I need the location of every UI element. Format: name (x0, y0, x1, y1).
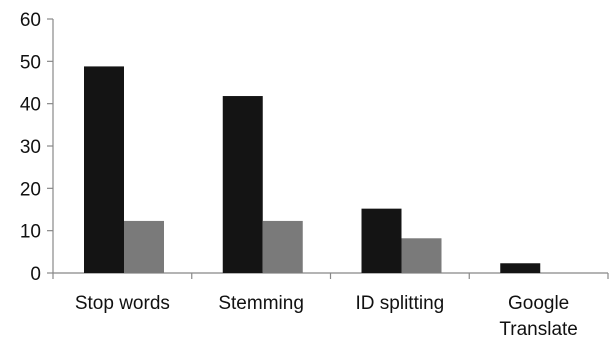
bar-series-1-cat-3 (361, 208, 402, 273)
y-tick-label: 10 (20, 222, 41, 243)
y-axis: 0 10 20 30 40 50 60 (20, 10, 54, 285)
category-labels: Stop words Stemming ID splitting Google Tran… (75, 293, 578, 340)
bar-series-2-cat-3 (401, 238, 442, 273)
bar-series-2-cat-1 (124, 220, 164, 273)
x-category-label-line: ID splitting (356, 293, 445, 314)
y-tick-label: 60 (20, 10, 41, 31)
bar-series-1-cat-4 (500, 263, 541, 273)
x-category-label-line: Stemming (218, 293, 304, 314)
y-tick-label: 50 (20, 52, 41, 73)
y-tick-label: 40 (20, 95, 41, 116)
x-category-label: Stemming (218, 293, 304, 314)
x-category-label-line: Google (508, 293, 569, 314)
bar-series-1-cat-1 (84, 66, 124, 273)
y-tick-label: 30 (20, 137, 41, 158)
x-category-label: Google Translate (499, 293, 578, 340)
bar-series-1-cat-2 (222, 96, 263, 274)
x-category-label-line: Stop words (75, 293, 170, 314)
bar-series-2-cat-2 (262, 220, 303, 273)
y-tick-label: 20 (20, 179, 41, 200)
x-category-label: ID splitting (356, 293, 445, 314)
x-category-label-line: Translate (499, 319, 578, 340)
x-category-label: Stop words (75, 293, 170, 314)
y-tick-label: 0 (30, 264, 41, 285)
bars (84, 66, 541, 274)
x-axis (52, 272, 609, 279)
